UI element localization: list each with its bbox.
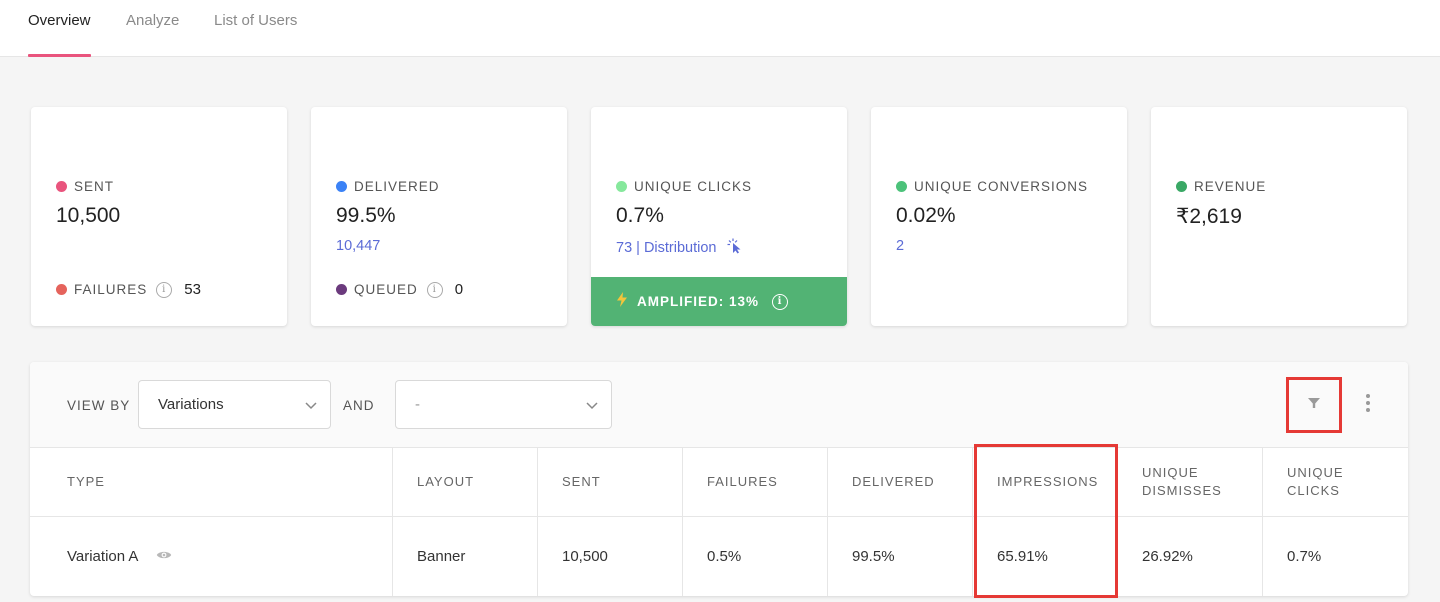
bolt-icon xyxy=(617,292,627,311)
queued-label: QUEUED xyxy=(354,282,418,297)
distribution-link[interactable]: 73 | Distribution xyxy=(616,238,743,258)
table-cell-failures: 0.5% xyxy=(707,547,742,565)
table-cell-impressions: 65.91% xyxy=(997,547,1048,565)
column-divider xyxy=(972,448,973,596)
revenue-card: REVENUE ₹2,619 xyxy=(1151,107,1407,326)
view-by-value: Variations xyxy=(158,396,224,413)
col-header-line: DISMISSES xyxy=(1142,483,1222,498)
unique-conversions-value: 0.02% xyxy=(896,204,956,227)
table-cell-unique-clicks: 0.7% xyxy=(1287,547,1322,565)
unique-clicks-dot xyxy=(616,181,627,192)
chevron-down-icon xyxy=(585,398,599,416)
column-divider xyxy=(1117,448,1118,596)
distribution-link-label[interactable]: 73 | Distribution xyxy=(616,239,717,256)
sent-header: SENT xyxy=(56,179,114,194)
conversions-count-link[interactable]: 2 xyxy=(896,238,905,254)
unique-clicks-header: UNIQUE CLICKS xyxy=(616,179,752,194)
column-divider xyxy=(682,448,683,596)
table-toolbar: VIEW BY Variations AND - xyxy=(30,362,1408,448)
more-vertical-icon[interactable] xyxy=(1364,394,1372,416)
delivered-count-link[interactable]: 10,447 xyxy=(336,238,381,254)
tab-overview[interactable]: Overview xyxy=(28,12,91,57)
table-cell-delivered: 99.5% xyxy=(852,547,895,565)
revenue-dot xyxy=(1176,181,1187,192)
and-label: AND xyxy=(343,398,375,413)
column-divider xyxy=(537,448,538,596)
tab-analyze[interactable]: Analyze xyxy=(126,12,180,29)
col-header-failures: FAILURES xyxy=(707,474,778,489)
failures-value: 53 xyxy=(184,281,201,298)
col-header-unique-clicks: UNIQUE CLICKS xyxy=(1287,448,1344,516)
amplified-banner: AMPLIFIED: 13% i xyxy=(591,277,847,326)
chevron-down-icon xyxy=(304,398,318,416)
table-row-type: Variation A xyxy=(67,516,172,596)
col-header-line: CLICKS xyxy=(1287,483,1340,498)
col-header-impressions: IMPRESSIONS xyxy=(997,474,1099,489)
col-header-delivered: DELIVERED xyxy=(852,474,935,489)
delivered-card: DELIVERED 99.5% 10,447 QUEUED i 0 xyxy=(311,107,567,326)
view-by-label: VIEW BY xyxy=(67,398,131,413)
filter-button[interactable] xyxy=(1286,377,1342,433)
failures-row: FAILURES i 53 xyxy=(56,281,201,298)
variations-table-panel: VIEW BY Variations AND - TYPE LAYOUT SE xyxy=(30,362,1408,596)
queued-dot xyxy=(336,284,347,295)
column-divider xyxy=(392,448,393,596)
view-by-select[interactable]: Variations xyxy=(138,380,331,429)
tab-bar: Overview Analyze List of Users xyxy=(0,0,1440,57)
sent-label: SENT xyxy=(74,179,115,194)
cursor-click-icon xyxy=(727,238,743,258)
col-header-unique-dismisses: UNIQUE DISMISSES xyxy=(1142,448,1222,516)
eye-icon[interactable] xyxy=(156,548,172,565)
revenue-label: REVENUE xyxy=(1194,179,1267,194)
failures-dot xyxy=(56,284,67,295)
tab-list-of-users[interactable]: List of Users xyxy=(214,12,298,29)
delivered-dot xyxy=(336,181,347,192)
queued-row: QUEUED i 0 xyxy=(336,281,463,298)
unique-clicks-card: UNIQUE CLICKS 0.7% 73 | Distribution AMP… xyxy=(591,107,847,326)
sent-value: 10,500 xyxy=(56,204,121,227)
delivered-label: DELIVERED xyxy=(354,179,440,194)
revenue-header: REVENUE xyxy=(1176,179,1266,194)
delivered-value: 99.5% xyxy=(336,204,396,227)
sent-card: SENT 10,500 FAILURES i 53 xyxy=(31,107,287,326)
and-select[interactable]: - xyxy=(395,380,612,429)
column-divider xyxy=(1262,448,1263,596)
header-divider xyxy=(30,516,1408,517)
table-cell-layout: Banner xyxy=(417,547,466,565)
queued-value: 0 xyxy=(454,281,464,298)
revenue-value: ₹2,619 xyxy=(1176,205,1242,228)
col-header-type: TYPE xyxy=(67,474,105,489)
col-header-line: UNIQUE xyxy=(1142,465,1199,480)
column-divider xyxy=(827,448,828,596)
unique-clicks-value: 0.7% xyxy=(616,204,664,227)
failures-label: FAILURES xyxy=(74,282,148,297)
unique-conversions-dot xyxy=(896,181,907,192)
and-value: - xyxy=(415,396,420,413)
info-icon[interactable]: i xyxy=(156,281,173,298)
delivered-header: DELIVERED xyxy=(336,179,440,194)
amplified-label: AMPLIFIED: 13% xyxy=(637,294,760,309)
unique-conversions-card: UNIQUE CONVERSIONS 0.02% 2 xyxy=(871,107,1127,326)
filter-icon xyxy=(1307,396,1321,415)
sent-dot xyxy=(56,181,67,192)
unique-conversions-header: UNIQUE CONVERSIONS xyxy=(896,179,1088,194)
variation-name: Variation A xyxy=(67,547,139,565)
table-cell-unique-dismisses: 26.92% xyxy=(1142,547,1193,565)
col-header-line: UNIQUE xyxy=(1287,465,1344,480)
col-header-layout: LAYOUT xyxy=(417,474,475,489)
table-cell-sent: 10,500 xyxy=(562,547,608,565)
unique-clicks-label: UNIQUE CLICKS xyxy=(634,179,753,194)
col-header-sent: SENT xyxy=(562,474,601,489)
info-icon[interactable]: i xyxy=(426,281,443,298)
info-icon[interactable]: i xyxy=(772,293,789,310)
unique-conversions-label: UNIQUE CONVERSIONS xyxy=(914,179,1089,194)
